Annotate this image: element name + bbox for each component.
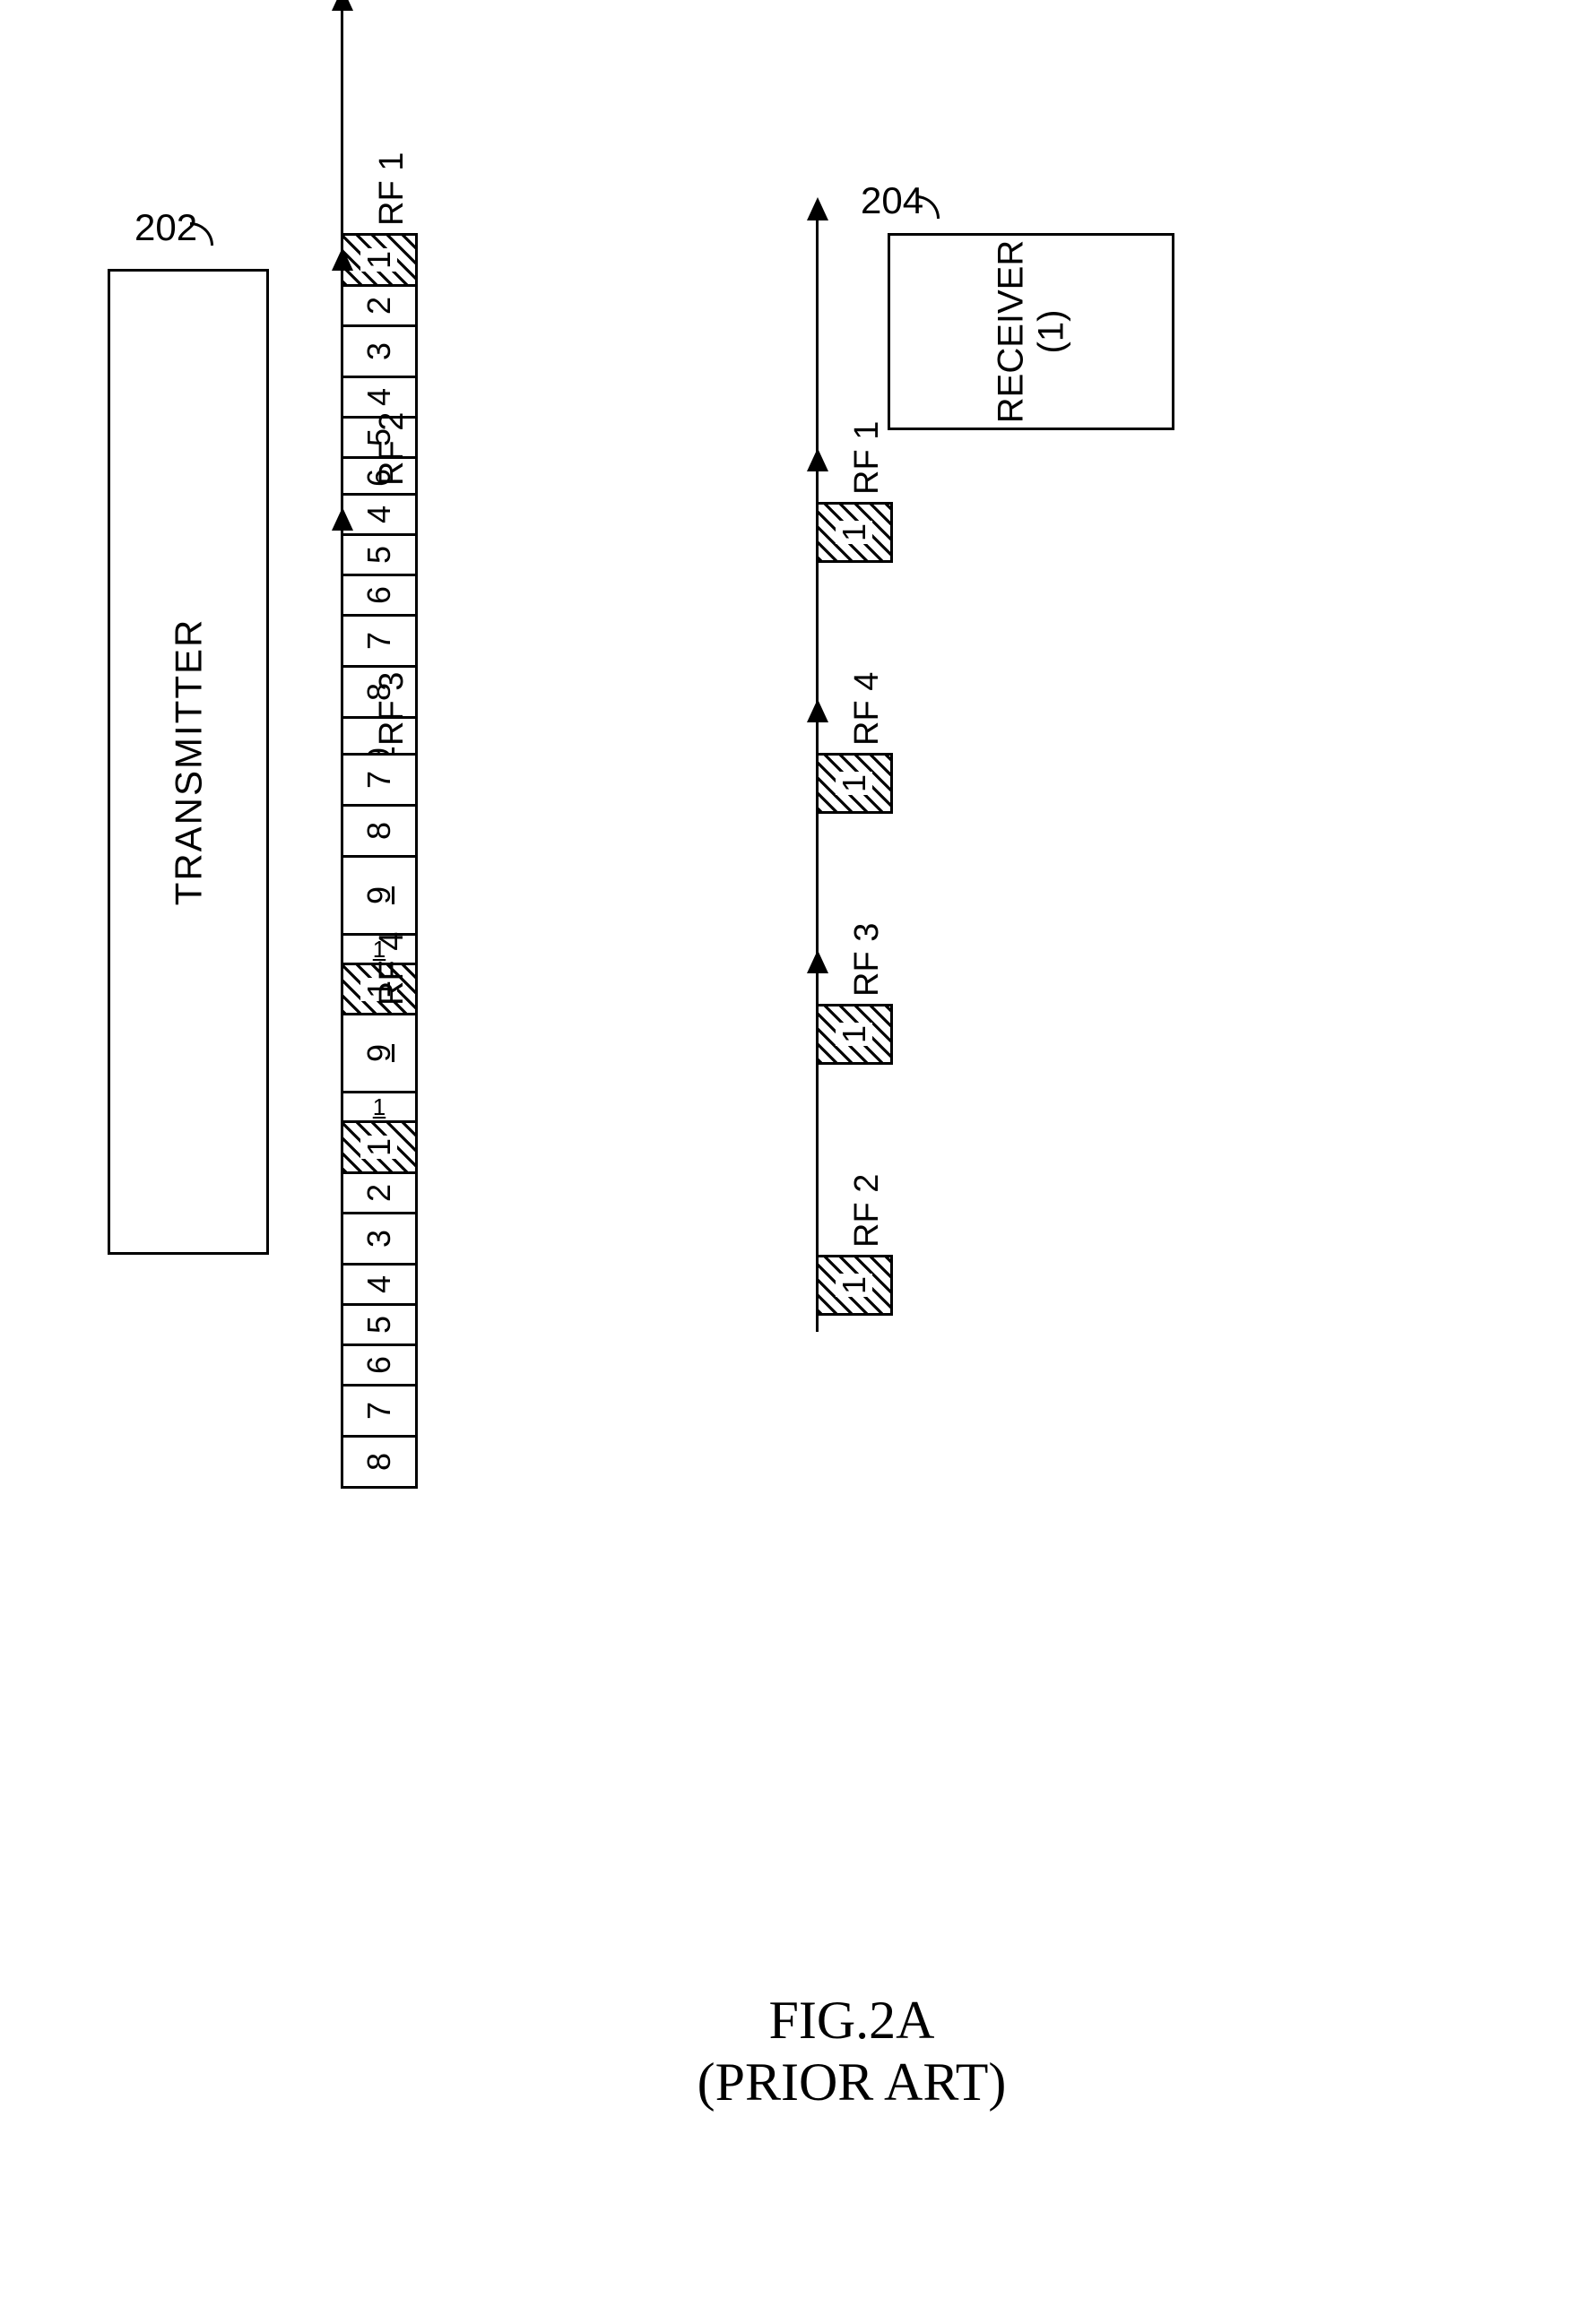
- sequence-cell: 3: [341, 1212, 418, 1266]
- rx-rf-label: RF 3: [848, 923, 887, 997]
- sequence-cell: 7: [341, 753, 418, 807]
- rf-label: RF 4: [373, 932, 412, 1006]
- sequence-cell: 8: [341, 1435, 418, 1489]
- arrow-head: [332, 247, 353, 271]
- arrow-head: [332, 507, 353, 531]
- rx-rf-label: RF 4: [848, 672, 887, 746]
- rx-rf-label: RF 1: [848, 421, 887, 495]
- arrow-head: [807, 699, 828, 722]
- receiver-label: RECEIVER: [991, 240, 1031, 424]
- figure-subtitle: (PRIOR ART): [628, 2052, 1076, 2113]
- sequence-cell: 8: [341, 804, 418, 858]
- transmitter-label: TRANSMITTER: [167, 618, 210, 906]
- sequence-cell: 2: [341, 284, 418, 327]
- rf-label: RF 1: [373, 152, 412, 226]
- rf-label: RF 3: [373, 672, 412, 746]
- axis-line: [341, 525, 343, 1090]
- sequence-cell: 5: [341, 1303, 418, 1346]
- figure-root: TRANSMITTER202RF 112345678910RF 24567891…: [36, 36, 1541, 2288]
- sequence-cell: 5: [341, 533, 418, 576]
- arrow-head: [807, 950, 828, 973]
- transmitter-ref: 202: [134, 206, 197, 249]
- figure-number: FIG.2A: [628, 1990, 1076, 2052]
- sequence-cell: 7: [341, 1384, 418, 1438]
- sequence-cell: 9: [341, 855, 418, 936]
- ref-hook: [916, 195, 940, 219]
- sequence-cell: 3: [341, 324, 418, 378]
- rf-label: RF 2: [373, 412, 412, 486]
- rx-cell: 1: [816, 1255, 893, 1316]
- sequence-cell: 2: [341, 1171, 418, 1214]
- transmitter-box: TRANSMITTER: [108, 269, 269, 1255]
- receiver-box: RECEIVER(1): [888, 233, 1174, 430]
- sequence-cell: 6: [341, 574, 418, 617]
- sequence-cell: 6: [341, 1343, 418, 1387]
- arrow-head: [332, 0, 353, 11]
- receiver-ref: 204: [861, 179, 923, 222]
- receiver-sub: (1): [1031, 240, 1071, 424]
- sequence-cell: 4: [341, 1263, 418, 1306]
- ref-hook: [190, 222, 213, 246]
- figure-caption: FIG.2A(PRIOR ART): [628, 1990, 1076, 2113]
- sequence-cell: 1: [341, 1120, 418, 1174]
- sequence-split-cell: 10: [341, 1091, 418, 1123]
- arrow-head: [807, 197, 828, 220]
- sequence-cell: 7: [341, 614, 418, 668]
- rx-cell: 1: [816, 753, 893, 814]
- rx-cell: 1: [816, 502, 893, 563]
- sequence-cell: 9: [341, 1013, 418, 1093]
- rx-cell: 1: [816, 1004, 893, 1065]
- arrow-head: [807, 448, 828, 471]
- rx-rf-label: RF 2: [848, 1174, 887, 1248]
